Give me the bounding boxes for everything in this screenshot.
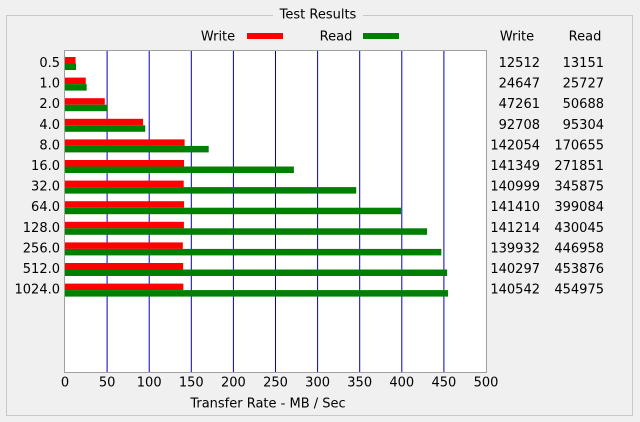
bar	[65, 98, 105, 105]
value-label: 25727	[563, 77, 604, 92]
bar	[65, 283, 184, 291]
value-label: 24647	[499, 77, 540, 92]
x-tick-label: 350	[347, 376, 372, 391]
y-tick-label: 512.0	[23, 262, 60, 277]
value-label: 454975	[554, 283, 604, 298]
table-header: Read	[569, 30, 602, 45]
y-tick-label: 1.0	[39, 77, 60, 92]
bar	[65, 207, 402, 215]
value-label: 92708	[499, 118, 540, 133]
y-tick-label: 8.0	[39, 138, 60, 153]
bar	[65, 242, 183, 249]
bar	[65, 166, 294, 173]
value-label: 271851	[554, 159, 604, 174]
bar	[65, 269, 448, 276]
value-label: 446958	[554, 241, 604, 256]
bar	[65, 221, 184, 229]
table-header: Write	[500, 30, 534, 45]
value-label: 13151	[563, 56, 604, 71]
y-tick-label: 128.0	[23, 221, 60, 236]
legend-swatch	[363, 33, 399, 39]
x-axis-title: Transfer Rate - MB / Sec	[189, 397, 345, 412]
bar	[65, 290, 449, 297]
legend-label: Read	[320, 30, 353, 45]
x-tick-label: 300	[305, 376, 330, 391]
value-label: 50688	[563, 97, 604, 112]
bar	[65, 63, 77, 70]
value-label: 453876	[554, 262, 604, 277]
y-tick-label: 4.0	[39, 118, 60, 133]
value-label: 170655	[554, 138, 604, 153]
bar	[65, 228, 428, 235]
value-label: 141410	[490, 200, 540, 215]
value-label: 345875	[554, 180, 604, 195]
x-tick-label: 250	[263, 376, 288, 391]
value-label: 47261	[499, 97, 540, 112]
bar	[65, 118, 144, 126]
legend-swatch	[247, 33, 283, 39]
x-tick-label: 100	[137, 376, 162, 391]
bar	[65, 84, 87, 91]
value-label: 140999	[490, 180, 540, 195]
value-label: 141214	[490, 221, 540, 236]
x-tick-label: 0	[61, 376, 69, 391]
y-tick-label: 1024.0	[15, 283, 61, 298]
y-tick-label: 2.0	[39, 97, 60, 112]
bar	[65, 201, 185, 208]
x-tick-label: 400	[389, 376, 414, 391]
value-label: 140297	[490, 262, 540, 277]
value-label: 12512	[499, 56, 540, 71]
bar	[65, 263, 184, 270]
value-label: 141349	[490, 159, 540, 174]
x-tick-label: 50	[99, 376, 116, 391]
bar	[65, 248, 442, 256]
bar	[65, 139, 185, 146]
y-tick-label: 64.0	[31, 200, 60, 215]
value-label: 139932	[490, 241, 540, 256]
y-tick-label: 256.0	[23, 241, 60, 256]
bar	[65, 145, 209, 153]
bar	[65, 160, 185, 167]
y-tick-label: 32.0	[31, 180, 60, 195]
legend-label: Write	[201, 30, 235, 45]
value-label: 430045	[554, 221, 604, 236]
value-label: 95304	[563, 118, 604, 133]
x-tick-label: 450	[431, 376, 456, 391]
bar	[65, 57, 76, 64]
bar	[65, 125, 146, 132]
x-tick-label: 150	[179, 376, 204, 391]
value-label: 140542	[490, 283, 540, 298]
y-tick-label: 0.5	[39, 56, 60, 71]
bar	[65, 104, 108, 112]
title-bg	[273, 6, 363, 24]
value-label: 399084	[554, 200, 604, 215]
bar	[65, 187, 357, 194]
value-label: 142054	[490, 138, 540, 153]
bar	[65, 180, 184, 188]
chart-title: Test Results	[279, 8, 357, 23]
y-tick-label: 16.0	[31, 159, 60, 174]
x-tick-label: 500	[474, 376, 499, 391]
bar	[65, 77, 86, 85]
x-tick-label: 200	[221, 376, 246, 391]
